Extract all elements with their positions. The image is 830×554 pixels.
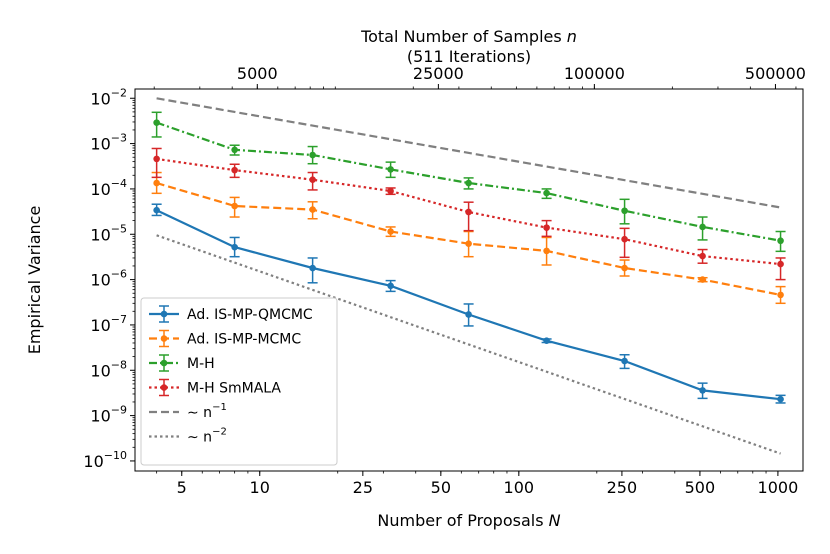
series-m-h-smmala (151, 147, 786, 281)
legend-label: Ad. IS-MP-QMCMC (187, 307, 313, 323)
legend-marker (160, 310, 168, 318)
series-m-h (151, 111, 786, 253)
y-tick-label: 10−3 (90, 132, 127, 154)
reference-line (156, 234, 781, 455)
legend-label: ∼ n−2 (187, 427, 227, 446)
data-point (153, 206, 160, 214)
data-point (309, 264, 316, 272)
top-tick-label: 25000 (413, 64, 464, 83)
axis-labels: Number of Proposals N Empirical Variance (25, 206, 561, 530)
legend-marker (160, 335, 168, 342)
data-point (777, 260, 784, 268)
data-point (231, 146, 238, 154)
y-tick-label: 10−8 (90, 358, 127, 380)
reference-line (156, 97, 781, 209)
data-point (231, 243, 238, 251)
plot-area (151, 97, 786, 455)
x-tick-label: 5 (177, 478, 187, 497)
top-axis-title: Total Number of Samples n(511 Iterations… (360, 27, 577, 66)
data-point (309, 206, 316, 213)
data-point (465, 311, 472, 318)
data-point (309, 176, 316, 183)
x-tick-label: 100 (504, 478, 535, 497)
data-point (153, 179, 160, 187)
data-point (777, 237, 784, 245)
data-point (231, 202, 238, 210)
data-point (465, 240, 472, 247)
legend-marker (160, 359, 168, 367)
y-tick-label: 10−2 (90, 86, 127, 108)
y-tick-label: 10−10 (83, 449, 127, 471)
top-axis-title-line1: Total Number of Samples n (360, 27, 577, 46)
data-point (777, 395, 784, 403)
y-axis-ticks: 10−10 10−9 10−8 10−7 10−6 10−5 10−4 10−3 10−2 (83, 86, 135, 471)
data-point (465, 208, 472, 216)
series-line (156, 157, 781, 266)
top-tick-label: 5000 (237, 64, 278, 83)
x-axis-ticks: 5 10 25 50 100 250 500 1000 (156, 471, 799, 497)
data-point (543, 247, 550, 255)
x-axis-label: Number of Proposals N (377, 511, 560, 530)
x-tick-label: 250 (607, 478, 638, 497)
data-point (621, 235, 628, 243)
x-tick-label: 500 (685, 478, 716, 497)
top-axis-title-line2: (511 Iterations) (407, 47, 531, 66)
data-point (621, 264, 628, 272)
y-axis-label: Empirical Variance (25, 206, 44, 355)
axes-frame (134, 88, 804, 472)
y-tick-label: 10−4 (90, 177, 127, 199)
data-point (543, 224, 550, 231)
y-tick-label: 10−9 (90, 404, 127, 426)
top-tick-label: 500000 (745, 64, 806, 83)
y-tick-label: 10−7 (90, 313, 127, 335)
data-point (699, 223, 706, 231)
data-point (387, 187, 394, 195)
x-tick-label: 50 (431, 478, 451, 497)
data-point (387, 228, 394, 235)
legend-box (140, 297, 338, 466)
series-ad-is-mp-mcmc (151, 171, 786, 305)
data-point (153, 155, 160, 163)
data-point (543, 189, 550, 197)
top-tick-label: 100000 (564, 64, 625, 83)
data-point (777, 291, 784, 299)
x-tick-label: 1000 (758, 478, 799, 497)
data-point (699, 276, 706, 283)
data-point (309, 151, 316, 159)
legend-label: M-H (187, 356, 215, 372)
data-point (543, 337, 550, 344)
data-point (465, 179, 472, 187)
series-line (156, 121, 781, 242)
x-tick-label: 25 (353, 478, 373, 497)
data-point (231, 166, 238, 174)
series-ad-is-mp-qmcmc (151, 203, 786, 404)
data-point (387, 166, 394, 173)
data-point (153, 119, 160, 126)
legend-label: ∼ n−1 (187, 402, 227, 421)
y-tick-label: 10−6 (90, 268, 127, 290)
data-point (699, 387, 706, 394)
y-tick-label: 10−5 (90, 222, 127, 244)
data-point (699, 252, 706, 260)
legend-marker (160, 384, 168, 391)
legend-label: Ad. IS-MP-MCMC (187, 332, 301, 348)
data-point (387, 282, 394, 290)
data-point (621, 357, 628, 365)
data-point (621, 207, 628, 215)
top-axis-ticks: 5000 25000 100000 500000 (153, 64, 806, 89)
legend: Ad. IS-MP-QMCMC Ad. IS-MP-MCMC M-H M-H SmMA… (140, 297, 338, 466)
x-tick-label: 10 (250, 478, 270, 497)
legend-label: M-H SmMALA (187, 381, 281, 397)
